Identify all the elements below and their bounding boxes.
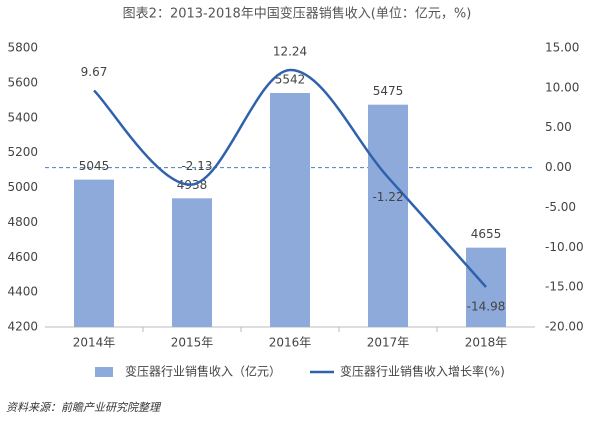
- y2-tick-label: 10.00: [545, 80, 579, 94]
- y2-tick-label: -20.00: [545, 320, 584, 334]
- y-tick-label: 4600: [7, 250, 38, 264]
- bar-value-label: 5045: [79, 159, 110, 173]
- y-tick-label: 4200: [7, 320, 38, 334]
- line-value-label: 9.67: [81, 65, 108, 79]
- legend-label: 变压器行业销售收入增长率(%): [340, 364, 505, 379]
- y-tick-label: 5600: [7, 75, 38, 89]
- bar: [74, 179, 114, 327]
- y2-tick-label: 0.00: [545, 160, 572, 174]
- bar: [368, 104, 408, 327]
- bar: [270, 92, 310, 328]
- x-tick-label: 2017年: [367, 336, 410, 350]
- growth-line: [93, 68, 487, 288]
- y2-tick-label: -15.00: [545, 280, 584, 294]
- bar-value-label: 5542: [275, 72, 306, 86]
- chart-title: 图表2：2013-2018年中国变压器销售收入(单位：亿元，%): [123, 6, 472, 22]
- line-value-label: 12.24: [273, 45, 307, 59]
- y2-tick-label: -10.00: [545, 240, 584, 254]
- line-value-label: -14.98: [467, 299, 506, 313]
- bar: [466, 247, 506, 327]
- y-tick-label: 5400: [7, 110, 38, 124]
- y-tick-label: 4800: [7, 215, 38, 229]
- bar: [172, 198, 212, 327]
- source-note: 资料来源：前瞻产业研究院整理: [6, 401, 162, 414]
- y2-tick-label: 15.00: [545, 41, 579, 55]
- y2-tick-label: 5.00: [545, 120, 572, 134]
- y2-tick-label: -5.00: [545, 200, 576, 214]
- legend-label: 变压器行业销售收入（亿元）: [125, 364, 281, 379]
- line-value-label: -1.22: [372, 190, 403, 204]
- x-tick-label: 2018年: [465, 336, 508, 350]
- x-tick-label: 2014年: [73, 336, 116, 350]
- y-tick-label: 5200: [7, 145, 38, 159]
- line-value-label: -2.13: [181, 159, 212, 173]
- y-tick-label: 4400: [7, 285, 38, 299]
- bar-value-label: 5475: [373, 84, 404, 98]
- x-tick-label: 2015年: [171, 336, 214, 350]
- y-tick-label: 5800: [7, 41, 38, 55]
- x-tick-label: 2016年: [269, 336, 312, 350]
- y-tick-label: 5000: [7, 180, 38, 194]
- bar-value-label: 4655: [471, 227, 502, 241]
- legend-swatch: [95, 367, 113, 377]
